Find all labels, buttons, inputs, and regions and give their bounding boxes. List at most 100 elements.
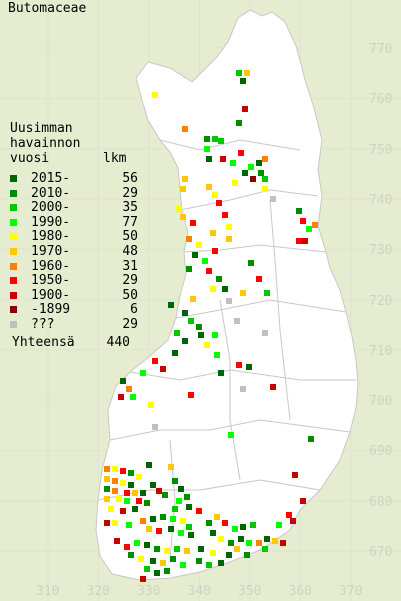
observation-square [146,526,152,532]
observation-square [182,310,188,316]
legend-swatch [10,292,17,299]
observation-square [244,552,250,558]
observation-square [168,464,174,470]
observation-square [212,332,218,338]
legend-label: 1900- [31,289,70,302]
observation-square [186,266,192,272]
observation-square [246,540,252,546]
y-tick-label: 730 [369,243,392,258]
observation-square [140,370,146,376]
y-tick-label: 710 [369,344,392,359]
observation-square [140,490,146,496]
x-tick-label: 310 [36,584,59,599]
legend-label: 2015- [31,172,70,185]
legend-swatch [10,175,17,182]
observation-square [198,546,204,552]
legend-count: 31 [100,260,138,273]
observation-square [226,298,232,304]
legend-count: 77 [100,216,138,229]
observation-square [104,486,110,492]
legend-count: 29 [100,318,138,331]
x-tick-label: 360 [289,584,312,599]
observation-square [196,242,202,248]
observation-square [262,156,268,162]
legend-count: 48 [100,245,138,258]
observation-square [188,318,194,324]
observation-square [150,482,156,488]
observation-square [182,126,188,132]
observation-square [300,218,306,224]
observation-square [128,552,134,558]
observation-square [180,562,186,568]
observation-square [154,570,160,576]
observation-square [150,558,156,564]
observation-square [168,302,174,308]
observation-square [232,180,238,186]
observation-square [222,212,228,218]
observation-square [144,542,150,548]
legend-heading-line-3: vuosi [10,152,49,166]
observation-square [218,536,224,542]
legend-label: -1899 [31,303,70,316]
observation-square [236,362,242,368]
legend-total-count: 440 [88,336,130,350]
observation-square [256,276,262,282]
observation-square [212,192,218,198]
observation-square [236,70,242,76]
legend-label: 2010- [31,187,70,200]
x-tick-label: 330 [137,584,160,599]
observation-square [228,540,234,546]
observation-square [204,136,210,142]
legend-label: 1970- [31,245,70,258]
observation-square [152,358,158,364]
legend-swatch [10,190,17,197]
observation-square [264,290,270,296]
observation-square [192,252,198,258]
observation-square [126,522,132,528]
observation-square [112,520,118,526]
legend-count: 56 [100,172,138,185]
observation-square [236,120,242,126]
observation-square [206,520,212,526]
observation-square [182,338,188,344]
observation-square [104,496,110,502]
observation-square [186,524,192,530]
observation-square [132,506,138,512]
observation-square [124,498,130,504]
observation-square [306,226,312,232]
observation-square [148,402,154,408]
observation-square [156,528,162,534]
observation-square [164,548,170,554]
x-tick-label: 320 [87,584,110,599]
y-tick-label: 690 [369,444,392,459]
observation-square [174,546,180,552]
observation-square [188,532,194,538]
observation-square [214,514,220,520]
observation-square [112,466,118,472]
observation-square [104,466,110,472]
observation-square [176,206,182,212]
observation-square [276,522,282,528]
observation-square [180,518,186,524]
observation-square [186,504,192,510]
legend-label: 1960- [31,260,70,273]
observation-square [256,160,262,166]
observation-square [196,508,202,514]
observation-square [152,92,158,98]
observation-square [272,538,278,544]
observation-square [120,480,126,486]
observation-square [160,514,166,520]
legend-heading-line-2: havainnon [10,137,80,151]
observation-square [136,474,142,480]
observation-square [222,520,228,526]
observation-square [262,186,268,192]
legend-label: 1950- [31,274,70,287]
observation-square [210,550,216,556]
y-tick-label: 770 [369,42,392,57]
map-title: Butomaceae [8,2,86,16]
observation-square [206,562,212,568]
observation-square [120,508,126,514]
observation-square [312,222,318,228]
observation-square [184,548,190,554]
